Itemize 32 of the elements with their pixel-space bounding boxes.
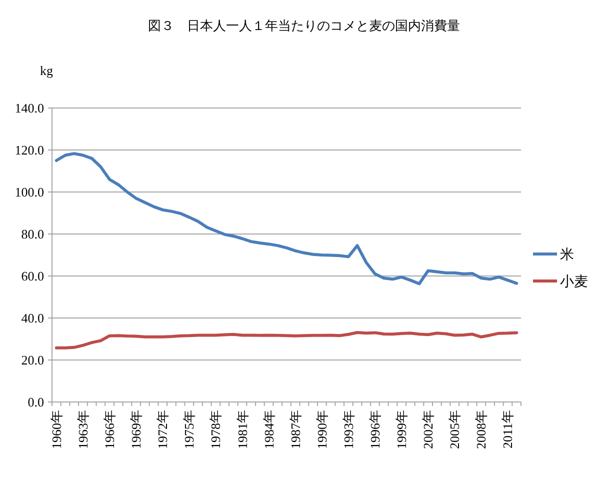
y-tick-label: 40.0 (21, 310, 44, 326)
x-tick-label: 1960年 (48, 410, 64, 449)
x-tick-label: 1981年 (234, 410, 250, 449)
x-tick-label: 1972年 (155, 410, 170, 449)
y-tick-label: 60.0 (21, 268, 44, 284)
line-series (54, 330, 518, 350)
x-tick-label: 1996年 (367, 410, 382, 449)
legend-label: 小麦 (560, 274, 588, 290)
x-tick-label: 1975年 (182, 410, 197, 449)
legend-label: 米 (560, 247, 574, 263)
line-series (54, 152, 518, 286)
x-tick-label: 1963年 (75, 410, 90, 449)
y-tick-label: 120.0 (14, 142, 44, 158)
y-tick-label: 140.0 (14, 100, 44, 116)
x-tick-label: 2002年 (420, 410, 436, 449)
x-tick-label: 1990年 (314, 410, 330, 449)
x-tick-label: 1999年 (394, 410, 410, 449)
x-tick-label: 1987年 (288, 410, 303, 449)
x-tick-label: 2011年 (500, 410, 516, 449)
x-tick-label: 1969年 (128, 410, 144, 449)
chart-title: 図３ 日本人一人１年当たりのコメと麦の国内消費量 (148, 18, 460, 33)
x-tick-label: 1966年 (102, 410, 118, 449)
y-tick-label: 20.0 (21, 352, 44, 368)
x-tick-label: 1978年 (208, 410, 224, 449)
x-tick-label: 1984年 (261, 410, 276, 449)
y-tick-label: 80.0 (21, 226, 44, 242)
y-tick-label: 0.0 (28, 394, 44, 410)
x-tick-label: 2008年 (474, 410, 489, 449)
x-tick-label: 1993年 (340, 410, 356, 449)
y-tick-label: 100.0 (14, 184, 44, 200)
y-axis-title: kg (40, 63, 54, 78)
x-tick-label: 2005年 (447, 410, 462, 449)
